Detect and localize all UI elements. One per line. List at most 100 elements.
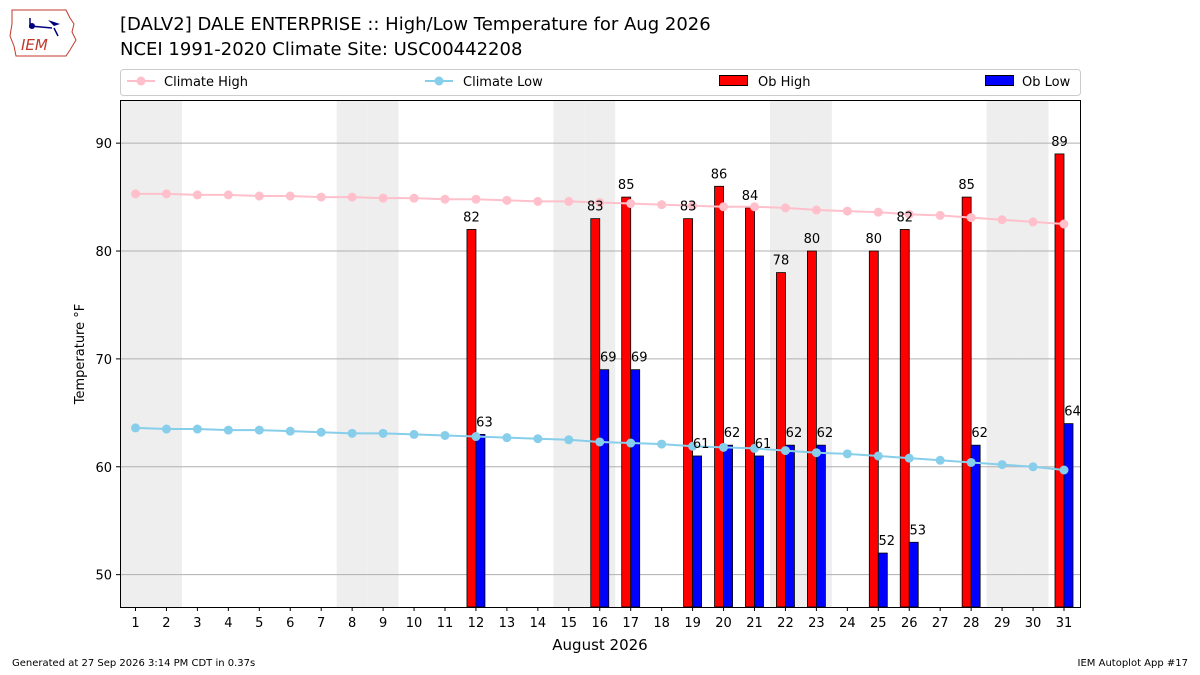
- ob-low-label: 62: [817, 426, 834, 441]
- climate-high-point: [1028, 217, 1038, 227]
- y-tick-label: 60: [95, 461, 112, 476]
- climate-high-point: [1059, 219, 1069, 229]
- x-tick-label: 24: [839, 616, 856, 631]
- climate-high-point: [223, 190, 233, 200]
- ob-low-label: 69: [631, 351, 648, 366]
- climate-high-point: [780, 203, 790, 213]
- weekend-shade: [367, 100, 399, 607]
- app-credit: IEM Autoplot App #17: [1077, 658, 1188, 669]
- x-tick-label: 3: [193, 616, 201, 631]
- iem-logo: IEM: [9, 9, 77, 57]
- climate-low-point: [966, 457, 976, 467]
- ob-low-bar: [692, 455, 702, 608]
- ob-high-bar: [961, 196, 972, 608]
- data-labels: 82 63 83 69 85 69 83 61 86 62 84 61 78 62 80 62 80 52 82 53…: [463, 135, 1081, 549]
- x-tick-label: 9: [379, 616, 387, 631]
- title-line-2: NCEI 1991-2020 Climate Site: USC00442208: [120, 39, 523, 60]
- x-tick-label: 14: [530, 616, 547, 631]
- weekend-shade: [336, 100, 368, 607]
- x-tick-label: 21: [746, 616, 763, 631]
- climate-low-point: [564, 435, 574, 445]
- ob-low-label: 62: [724, 426, 741, 441]
- x-tick-label: 29: [994, 616, 1011, 631]
- climate-high-point: [688, 201, 698, 211]
- ob-high-bar: [868, 250, 879, 608]
- legend-ob-low-swatch: [985, 75, 1014, 86]
- climate-low-point: [626, 438, 636, 448]
- x-tick-label: 13: [499, 616, 516, 631]
- ob-low-label: 69: [600, 351, 617, 366]
- legend-ob-high-swatch: [719, 75, 748, 86]
- x-tick-label: 12: [468, 616, 485, 631]
- x-tick-label: 18: [653, 616, 670, 631]
- ob-high-bar: [683, 218, 693, 608]
- ob-high-label: 86: [711, 167, 728, 182]
- climate-low-point: [842, 449, 852, 459]
- ob-high-bar: [621, 196, 632, 608]
- ob-low-label: 63: [476, 415, 493, 430]
- x-tick-label: 5: [255, 616, 263, 631]
- climate-high-point: [626, 199, 636, 209]
- legend-climate-low-marker: [434, 76, 444, 86]
- climate-high-point: [657, 200, 667, 210]
- climate-high-point: [502, 195, 512, 205]
- climate-high-point: [750, 202, 759, 212]
- x-tick-label: 8: [348, 616, 356, 631]
- ob-high-label: 80: [804, 232, 821, 247]
- climate-high-point: [997, 215, 1007, 225]
- iowa-outline-icon: [9, 9, 77, 57]
- legend: Climate High Climate Low Ob High Ob Low: [120, 69, 1081, 96]
- ob-high-bar: [590, 218, 601, 608]
- climate-high-point: [595, 197, 605, 207]
- legend-climate-low: Climate Low: [463, 75, 543, 90]
- y-tick-label: 80: [95, 245, 112, 260]
- x-tick-label: 17: [622, 616, 639, 631]
- climate-high-point: [285, 191, 295, 201]
- ob-low-bar: [970, 444, 981, 608]
- climate-low-point: [595, 437, 605, 447]
- climate-high-point: [254, 191, 264, 201]
- ob-high-label: 85: [958, 178, 975, 193]
- ob-high-label: 80: [866, 232, 883, 247]
- x-tick-label: 27: [932, 616, 949, 631]
- ob-low-bar: [785, 444, 795, 608]
- ob-high-bar: [466, 229, 477, 608]
- ob-high-label: 89: [1051, 135, 1068, 150]
- x-tick-label: 22: [777, 616, 794, 631]
- climate-high-point: [471, 194, 481, 204]
- ob-low-label: 52: [879, 534, 896, 549]
- y-ticks: 50 60 70 80 90: [95, 137, 120, 584]
- generated-timestamp: Generated at 27 Sep 2026 3:14 PM CDT in …: [12, 658, 256, 669]
- ob-low-bar: [475, 434, 486, 608]
- y-tick-label: 50: [95, 569, 112, 584]
- y-tick-label: 90: [95, 137, 112, 152]
- x-tick-label: 23: [808, 616, 825, 631]
- climate-high-point: [873, 207, 883, 217]
- ob-low-bar: [754, 455, 764, 608]
- x-tick-label: 4: [224, 616, 232, 631]
- climate-low-point: [502, 433, 512, 443]
- ob-high-bar: [745, 207, 755, 608]
- weekend-shade: [1017, 100, 1049, 607]
- logo-text: IEM: [21, 36, 48, 54]
- x-tick-label: 15: [561, 616, 578, 631]
- climate-low-point: [254, 425, 264, 435]
- climate-high-point: [811, 205, 821, 215]
- climate-high-point: [966, 213, 976, 223]
- chart-title: [DALV2] DALE ENTERPRISE :: High/Low Temp…: [120, 12, 711, 62]
- climate-high-point: [192, 190, 202, 200]
- climate-low-point: [811, 448, 821, 458]
- climate-low-point: [873, 451, 883, 461]
- climate-low-point: [440, 430, 450, 440]
- climate-low-point: [719, 442, 729, 452]
- title-line-1: [DALV2] DALE ENTERPRISE :: High/Low Temp…: [120, 14, 711, 35]
- x-tick-label: 10: [406, 616, 423, 631]
- climate-high-point: [935, 210, 945, 220]
- ob-low-bar: [877, 552, 888, 608]
- ob-low-label: 62: [786, 426, 803, 441]
- x-tick-label: 20: [715, 616, 732, 631]
- ob-low-label: 62: [971, 426, 988, 441]
- climate-low-point: [223, 425, 233, 435]
- climate-high-point: [719, 202, 729, 212]
